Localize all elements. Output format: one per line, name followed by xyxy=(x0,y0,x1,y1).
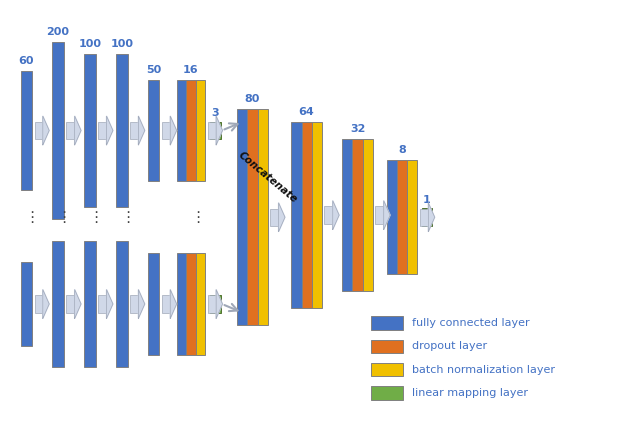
Bar xyxy=(20,262,32,346)
Bar xyxy=(237,109,247,325)
Bar xyxy=(162,122,170,139)
Text: 200: 200 xyxy=(47,26,70,37)
Bar xyxy=(186,253,196,355)
Bar xyxy=(177,80,186,181)
Text: ⋮: ⋮ xyxy=(56,210,72,225)
Text: ⋮: ⋮ xyxy=(24,210,40,225)
Bar xyxy=(342,139,353,291)
Text: ⋮: ⋮ xyxy=(88,210,103,225)
Text: 8: 8 xyxy=(398,145,406,155)
Polygon shape xyxy=(106,290,113,318)
Polygon shape xyxy=(333,201,339,230)
Bar xyxy=(99,295,106,313)
Text: ⋮: ⋮ xyxy=(120,210,135,225)
Polygon shape xyxy=(216,290,223,318)
Polygon shape xyxy=(384,201,390,230)
Bar xyxy=(67,122,75,139)
Bar xyxy=(196,253,205,355)
Bar xyxy=(208,122,216,139)
Text: Concatenate: Concatenate xyxy=(237,150,300,204)
Bar xyxy=(312,122,322,308)
Bar xyxy=(35,295,43,313)
Bar xyxy=(162,295,170,313)
Bar xyxy=(324,207,333,224)
Polygon shape xyxy=(428,203,435,232)
Bar xyxy=(116,54,127,207)
Bar xyxy=(148,253,159,355)
Polygon shape xyxy=(278,203,285,232)
Bar xyxy=(211,121,221,139)
Text: 80: 80 xyxy=(244,94,260,104)
Bar xyxy=(407,160,417,274)
Bar xyxy=(148,80,159,181)
Text: 1: 1 xyxy=(423,195,431,205)
Bar xyxy=(247,109,257,325)
Polygon shape xyxy=(170,290,177,318)
Bar xyxy=(397,160,407,274)
Bar xyxy=(301,122,312,308)
Bar xyxy=(291,122,301,308)
Bar xyxy=(371,340,403,353)
Text: 32: 32 xyxy=(350,124,365,134)
Bar xyxy=(422,208,432,226)
Text: ⋮: ⋮ xyxy=(191,210,206,225)
Text: linear mapping layer: linear mapping layer xyxy=(412,388,529,398)
Bar xyxy=(130,122,138,139)
Bar xyxy=(116,241,127,368)
Bar xyxy=(196,80,205,181)
Text: fully connected layer: fully connected layer xyxy=(412,318,530,328)
Bar xyxy=(387,160,397,274)
Polygon shape xyxy=(216,116,223,145)
Bar xyxy=(52,42,64,219)
Text: dropout layer: dropout layer xyxy=(412,341,488,351)
Text: 50: 50 xyxy=(146,65,161,75)
Text: 100: 100 xyxy=(79,39,102,49)
Text: 3: 3 xyxy=(212,108,220,118)
Bar xyxy=(20,71,32,190)
Polygon shape xyxy=(43,116,49,145)
Bar xyxy=(67,295,75,313)
Bar xyxy=(270,209,278,226)
Bar xyxy=(84,241,96,368)
Bar xyxy=(376,207,384,224)
Polygon shape xyxy=(106,116,113,145)
Polygon shape xyxy=(138,116,145,145)
Bar xyxy=(420,209,428,226)
Text: 60: 60 xyxy=(19,56,34,66)
Bar xyxy=(257,109,268,325)
Text: batch normalization layer: batch normalization layer xyxy=(412,365,556,374)
Text: 16: 16 xyxy=(183,65,199,75)
Bar xyxy=(177,253,186,355)
Bar xyxy=(84,54,96,207)
Bar xyxy=(35,122,43,139)
Bar xyxy=(371,386,403,400)
Bar xyxy=(99,122,106,139)
Bar xyxy=(211,295,221,313)
Bar xyxy=(363,139,373,291)
Bar xyxy=(353,139,363,291)
Polygon shape xyxy=(170,116,177,145)
Bar xyxy=(52,241,64,368)
Text: 64: 64 xyxy=(299,107,314,117)
Polygon shape xyxy=(43,290,49,318)
Polygon shape xyxy=(75,290,81,318)
Bar xyxy=(130,295,138,313)
Polygon shape xyxy=(75,116,81,145)
Text: 100: 100 xyxy=(110,39,133,49)
Bar xyxy=(371,363,403,376)
Bar xyxy=(371,316,403,330)
Bar xyxy=(186,80,196,181)
Bar xyxy=(208,295,216,313)
Polygon shape xyxy=(138,290,145,318)
